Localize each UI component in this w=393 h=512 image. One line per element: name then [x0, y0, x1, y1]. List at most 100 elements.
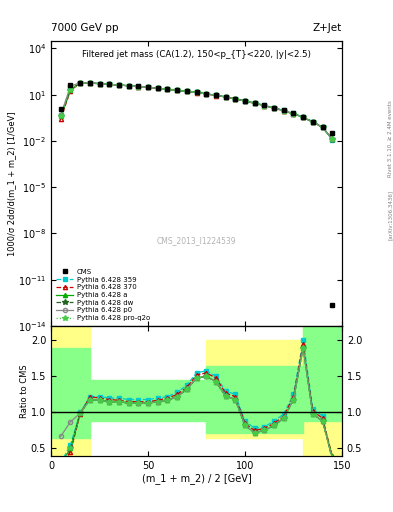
Pythia 6.428 pro-q2o	[320, 124, 325, 130]
Text: 7000 GeV pp: 7000 GeV pp	[51, 23, 119, 33]
Pythia 6.428 370	[136, 83, 141, 90]
Pythia 6.428 p0	[252, 100, 257, 106]
Pythia 6.428 370	[68, 88, 73, 94]
Pythia 6.428 359	[310, 118, 315, 124]
Pythia 6.428 pro-q2o	[223, 94, 228, 100]
Pythia 6.428 pro-q2o	[262, 102, 267, 109]
Pythia 6.428 pro-q2o	[146, 84, 151, 91]
Pythia 6.428 p0	[184, 88, 189, 94]
Pythia 6.428 359	[281, 108, 286, 114]
CMS	[165, 86, 170, 92]
Pythia 6.428 p0	[320, 124, 325, 130]
Pythia 6.428 370	[223, 94, 228, 100]
Pythia 6.428 359	[146, 84, 151, 90]
Pythia 6.428 a	[59, 113, 63, 119]
Pythia 6.428 a	[68, 87, 73, 93]
Pythia 6.428 359	[97, 80, 102, 87]
Pythia 6.428 pro-q2o	[59, 113, 63, 119]
Pythia 6.428 dw	[88, 80, 92, 86]
Pythia 6.428 370	[204, 91, 209, 97]
CMS	[146, 84, 151, 90]
Pythia 6.428 p0	[213, 92, 218, 98]
Pythia 6.428 359	[330, 137, 334, 143]
Pythia 6.428 a	[223, 94, 228, 100]
CMS	[126, 82, 131, 89]
Pythia 6.428 dw	[165, 86, 170, 92]
CMS	[330, 130, 334, 136]
CMS	[204, 91, 209, 97]
Pythia 6.428 dw	[262, 102, 267, 109]
CMS	[59, 106, 63, 113]
Pythia 6.428 dw	[310, 119, 315, 125]
CMS	[213, 92, 218, 98]
Pythia 6.428 p0	[78, 80, 83, 86]
Pythia 6.428 p0	[126, 82, 131, 89]
CMS	[107, 81, 112, 88]
Pythia 6.428 359	[78, 79, 83, 86]
Y-axis label: 1000/σ 2dσ/d(m_1 + m_2) [1/GeV]: 1000/σ 2dσ/d(m_1 + m_2) [1/GeV]	[7, 111, 16, 256]
Line: Pythia 6.428 370: Pythia 6.428 370	[59, 81, 334, 141]
Pythia 6.428 p0	[165, 86, 170, 92]
Pythia 6.428 p0	[281, 108, 286, 114]
Pythia 6.428 dw	[272, 105, 276, 111]
Pythia 6.428 dw	[107, 81, 112, 88]
Pythia 6.428 dw	[291, 111, 296, 117]
Pythia 6.428 dw	[78, 80, 83, 86]
Pythia 6.428 p0	[175, 88, 180, 94]
Pythia 6.428 a	[126, 82, 131, 89]
Pythia 6.428 a	[291, 111, 296, 117]
Y-axis label: Ratio to CMS: Ratio to CMS	[20, 364, 29, 418]
Pythia 6.428 p0	[117, 82, 121, 88]
Pythia 6.428 p0	[330, 136, 334, 142]
CMS	[272, 105, 276, 111]
Pythia 6.428 pro-q2o	[213, 92, 218, 98]
Pythia 6.428 370	[146, 84, 151, 91]
Pythia 6.428 a	[301, 114, 305, 120]
Pythia 6.428 dw	[330, 136, 334, 142]
Pythia 6.428 370	[291, 111, 296, 117]
Line: CMS: CMS	[58, 80, 335, 135]
Pythia 6.428 pro-q2o	[126, 82, 131, 89]
Pythia 6.428 a	[107, 81, 112, 88]
CMS	[97, 80, 102, 87]
Pythia 6.428 dw	[281, 108, 286, 114]
Text: Rivet 3.1.10, ≥ 2.4M events: Rivet 3.1.10, ≥ 2.4M events	[388, 100, 393, 177]
Pythia 6.428 dw	[320, 124, 325, 130]
Pythia 6.428 a	[242, 98, 247, 104]
Pythia 6.428 a	[175, 88, 180, 94]
Pythia 6.428 dw	[242, 98, 247, 104]
Pythia 6.428 370	[165, 87, 170, 93]
CMS	[175, 87, 180, 93]
Pythia 6.428 a	[272, 105, 276, 111]
Pythia 6.428 a	[78, 80, 83, 86]
Text: Filtered jet mass (CA(1.2), 150<p_{T}<220, |y|<2.5): Filtered jet mass (CA(1.2), 150<p_{T}<22…	[82, 50, 311, 58]
Pythia 6.428 359	[88, 80, 92, 86]
CMS	[68, 82, 73, 89]
Pythia 6.428 370	[262, 103, 267, 109]
Text: CMS_2013_I1224539: CMS_2013_I1224539	[157, 236, 236, 245]
Pythia 6.428 pro-q2o	[330, 136, 334, 142]
Pythia 6.428 a	[194, 90, 199, 96]
Pythia 6.428 pro-q2o	[175, 88, 180, 94]
Pythia 6.428 359	[291, 111, 296, 117]
Line: Pythia 6.428 p0: Pythia 6.428 p0	[59, 80, 334, 141]
Pythia 6.428 dw	[194, 90, 199, 96]
Pythia 6.428 370	[281, 108, 286, 114]
Pythia 6.428 pro-q2o	[136, 83, 141, 90]
Pythia 6.428 a	[213, 92, 218, 98]
Pythia 6.428 a	[165, 86, 170, 92]
Pythia 6.428 370	[233, 96, 238, 102]
Pythia 6.428 pro-q2o	[301, 114, 305, 120]
Pythia 6.428 359	[184, 88, 189, 94]
Pythia 6.428 dw	[213, 92, 218, 98]
CMS	[184, 88, 189, 94]
Pythia 6.428 dw	[68, 87, 73, 93]
Pythia 6.428 a	[330, 136, 334, 142]
Pythia 6.428 pro-q2o	[281, 108, 286, 114]
Pythia 6.428 359	[126, 82, 131, 89]
Pythia 6.428 pro-q2o	[184, 88, 189, 94]
Pythia 6.428 pro-q2o	[155, 86, 160, 92]
Pythia 6.428 dw	[126, 82, 131, 89]
Pythia 6.428 p0	[291, 111, 296, 117]
CMS	[78, 79, 83, 86]
